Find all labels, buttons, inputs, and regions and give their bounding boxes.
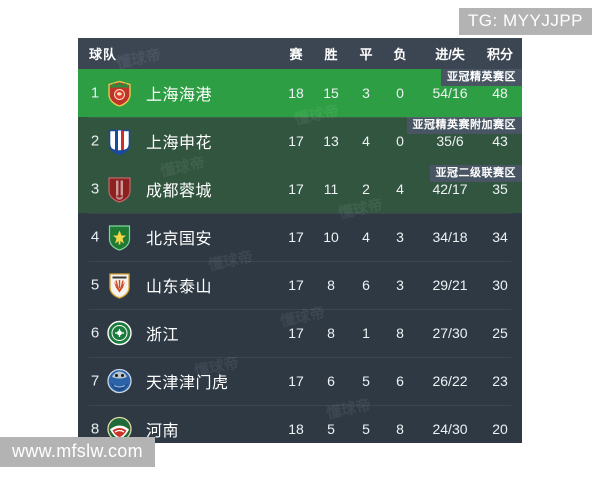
- cell-goals: 54/16: [432, 85, 468, 101]
- table-row[interactable]: 1 上海海港 18 15 3 0 54/16 48 亚冠精英赛区: [78, 69, 522, 117]
- cell-points: 20: [492, 421, 508, 437]
- cell-won: 6: [327, 373, 335, 389]
- row-rank: 8: [90, 420, 100, 438]
- cell-won: 8: [327, 325, 335, 341]
- shanghai-shenhua-crest: [106, 127, 133, 156]
- cell-played: 18: [288, 85, 304, 101]
- watermark-top-right: TG: MYYJJPP: [458, 8, 592, 35]
- zone-badge: 亚冠精英赛附加赛区: [406, 117, 522, 134]
- cell-won: 15: [323, 85, 339, 101]
- cell-played: 17: [288, 277, 304, 293]
- cell-goals: 29/21: [432, 277, 468, 293]
- row-rank: 1: [90, 84, 100, 102]
- cell-won: 5: [327, 421, 335, 437]
- cell-drawn: 5: [362, 421, 370, 437]
- cell-goals: 24/30: [432, 421, 468, 437]
- column-header-5: 积分: [486, 47, 514, 62]
- row-rank: 7: [90, 372, 100, 390]
- cell-won: 13: [323, 133, 339, 149]
- team-name[interactable]: 山东泰山: [146, 279, 213, 296]
- cell-played: 17: [288, 373, 304, 389]
- cell-points: 35: [492, 181, 508, 197]
- team-name[interactable]: 天津津门虎: [146, 375, 229, 392]
- zhejiang-crest: [106, 319, 133, 348]
- row-rank: 3: [90, 180, 100, 198]
- chengdu-rongcheng-crest: [106, 175, 133, 204]
- cell-drawn: 5: [362, 373, 370, 389]
- team-name[interactable]: 上海海港: [146, 87, 213, 104]
- team-name[interactable]: 浙江: [146, 327, 180, 344]
- cell-drawn: 4: [362, 229, 370, 245]
- cell-won: 10: [323, 229, 339, 245]
- cell-played: 17: [288, 133, 304, 149]
- cell-lost: 3: [396, 277, 404, 293]
- table-row[interactable]: 3 成都蓉城 17 11 2 4 42/17 35 亚冠二级联赛区: [78, 165, 522, 213]
- team-name[interactable]: 成都蓉城: [146, 183, 213, 200]
- team-name[interactable]: 北京国安: [146, 231, 213, 248]
- table-row[interactable]: 5 山东泰山 17 8 6 3 29/21 30: [78, 261, 522, 309]
- row-rank: 5: [90, 276, 100, 294]
- cell-lost: 8: [396, 325, 404, 341]
- team-name[interactable]: 河南: [146, 423, 180, 440]
- column-header-0: 赛: [289, 47, 303, 62]
- cell-lost: 3: [396, 229, 404, 245]
- cell-goals: 27/30: [432, 325, 468, 341]
- column-header-2: 平: [359, 47, 373, 62]
- cell-points: 34: [492, 229, 508, 245]
- cell-lost: 8: [396, 421, 404, 437]
- cell-goals: 34/18: [432, 229, 468, 245]
- row-rank: 6: [90, 324, 100, 342]
- cell-lost: 0: [396, 85, 404, 101]
- cell-points: 48: [492, 85, 508, 101]
- cell-lost: 6: [396, 373, 404, 389]
- column-header-4: 进/失: [435, 47, 465, 62]
- cell-lost: 0: [396, 133, 404, 149]
- watermark-bottom-left: www.mfslw.com: [0, 437, 155, 467]
- row-rank: 4: [90, 228, 100, 246]
- column-header-team: 球队: [89, 47, 118, 62]
- table-row[interactable]: 2 上海申花 17 13 4 0 35/6 43 亚冠精英赛附加赛区: [78, 117, 522, 165]
- table-row[interactable]: 7 天津津门虎 17 6 5 6 26/22 23: [78, 357, 522, 405]
- table-row[interactable]: 4 北京国安 17 10 4 3 34/18 34: [78, 213, 522, 261]
- cell-won: 8: [327, 277, 335, 293]
- shandong-taishan-crest: [106, 271, 133, 300]
- table-header-row: 球队 赛 胜 平 负 进/失 积分: [78, 38, 522, 69]
- cell-won: 11: [323, 181, 339, 197]
- column-header-1: 胜: [324, 47, 338, 62]
- table-row[interactable]: 6 浙江 17 8 1 8 27/30 25: [78, 309, 522, 357]
- cell-drawn: 3: [362, 85, 370, 101]
- cell-played: 17: [288, 181, 304, 197]
- cell-goals: 35/6: [436, 133, 464, 149]
- team-name[interactable]: 上海申花: [146, 135, 213, 152]
- cell-points: 23: [492, 373, 508, 389]
- cell-played: 18: [288, 421, 304, 437]
- standings-rows-container: 1 上海海港 18 15 3 0 54/16 48 亚冠精英赛区 2 上海申花 17 13 4 0 35/…: [78, 69, 522, 443]
- henan-crest: [106, 415, 133, 444]
- cell-drawn: 6: [362, 277, 370, 293]
- cell-played: 17: [288, 229, 304, 245]
- cell-points: 30: [492, 277, 508, 293]
- cell-played: 17: [288, 325, 304, 341]
- tianjin-jinmen-tiger-crest: [106, 367, 133, 396]
- column-header-3: 负: [393, 47, 407, 62]
- zone-badge: 亚冠二级联赛区: [429, 165, 522, 182]
- cell-drawn: 4: [362, 133, 370, 149]
- cell-lost: 4: [396, 181, 404, 197]
- cell-points: 25: [492, 325, 508, 341]
- shanghai-port-crest: [106, 79, 133, 108]
- row-rank: 2: [90, 132, 100, 150]
- zone-badge: 亚冠精英赛区: [441, 69, 522, 86]
- cell-goals: 42/17: [432, 181, 468, 197]
- cell-points: 43: [492, 133, 508, 149]
- table-row[interactable]: 8 河南 18 5 5 8 24/30 20: [78, 405, 522, 443]
- league-standings-table[interactable]: 球队 赛胜平负进/失 积分 1 上海海港 18 15 3 0 54/16 48 亚冠精英赛区 2 …: [78, 38, 522, 443]
- beijing-guoan-crest: [106, 223, 133, 252]
- cell-drawn: 2: [362, 181, 370, 197]
- cell-goals: 26/22: [432, 373, 468, 389]
- cell-drawn: 1: [362, 325, 370, 341]
